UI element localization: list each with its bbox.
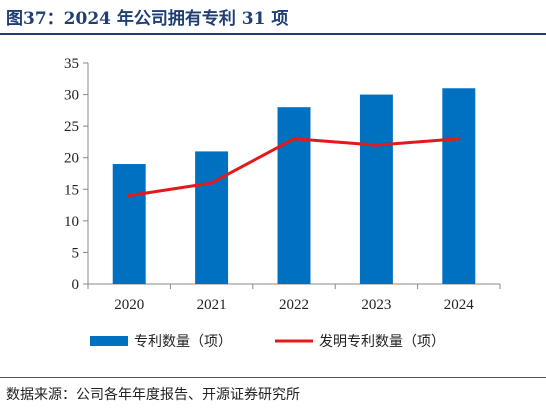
bar-series bbox=[112, 88, 476, 284]
line-series bbox=[127, 137, 461, 198]
bar bbox=[277, 107, 311, 284]
y-tick-label: 15 bbox=[64, 182, 79, 198]
legend-label-line: 发明专利数量（项） bbox=[319, 334, 445, 350]
x-tick-label: 2021 bbox=[197, 297, 227, 313]
bar bbox=[359, 94, 393, 284]
legend: 专利数量（项） 发明专利数量（项） bbox=[90, 334, 445, 350]
x-tick-label: 2020 bbox=[114, 297, 144, 313]
source-note: 数据来源：公司各年年度报告、开源证券研究所 bbox=[6, 387, 300, 403]
y-axis: 0 5 10 15 20 25 30 35 bbox=[64, 56, 89, 293]
legend-label-bar: 专利数量（项） bbox=[134, 334, 232, 350]
x-tick-label: 2024 bbox=[444, 297, 475, 313]
line-point bbox=[457, 137, 461, 141]
y-tick-label: 25 bbox=[64, 119, 79, 135]
source-divider bbox=[0, 377, 546, 378]
bar bbox=[442, 88, 476, 284]
legend-swatch-bar bbox=[90, 336, 128, 346]
title-divider bbox=[0, 33, 546, 35]
bar bbox=[195, 151, 229, 284]
bar bbox=[112, 164, 146, 284]
x-tick-label: 2022 bbox=[279, 297, 309, 313]
y-tick-label: 0 bbox=[72, 277, 80, 293]
y-tick-label: 10 bbox=[64, 214, 79, 230]
y-tick-label: 30 bbox=[64, 88, 79, 104]
line-point bbox=[127, 194, 131, 198]
line-point bbox=[374, 143, 378, 147]
x-axis: 2020 2021 2022 2023 2024 bbox=[87, 283, 501, 313]
y-tick-label: 20 bbox=[64, 151, 79, 167]
line-point bbox=[292, 137, 296, 141]
line-point bbox=[210, 181, 214, 185]
y-tick-label: 35 bbox=[64, 56, 79, 72]
x-tick-label: 2023 bbox=[361, 297, 391, 313]
chart: 0 5 10 15 20 25 30 35 2020 2021 2022 2023 2024 专利数量… bbox=[64, 56, 501, 350]
y-tick-label: 5 bbox=[72, 245, 80, 261]
chart-title: 图37：2024 年公司拥有专利 31 项 bbox=[6, 9, 289, 29]
